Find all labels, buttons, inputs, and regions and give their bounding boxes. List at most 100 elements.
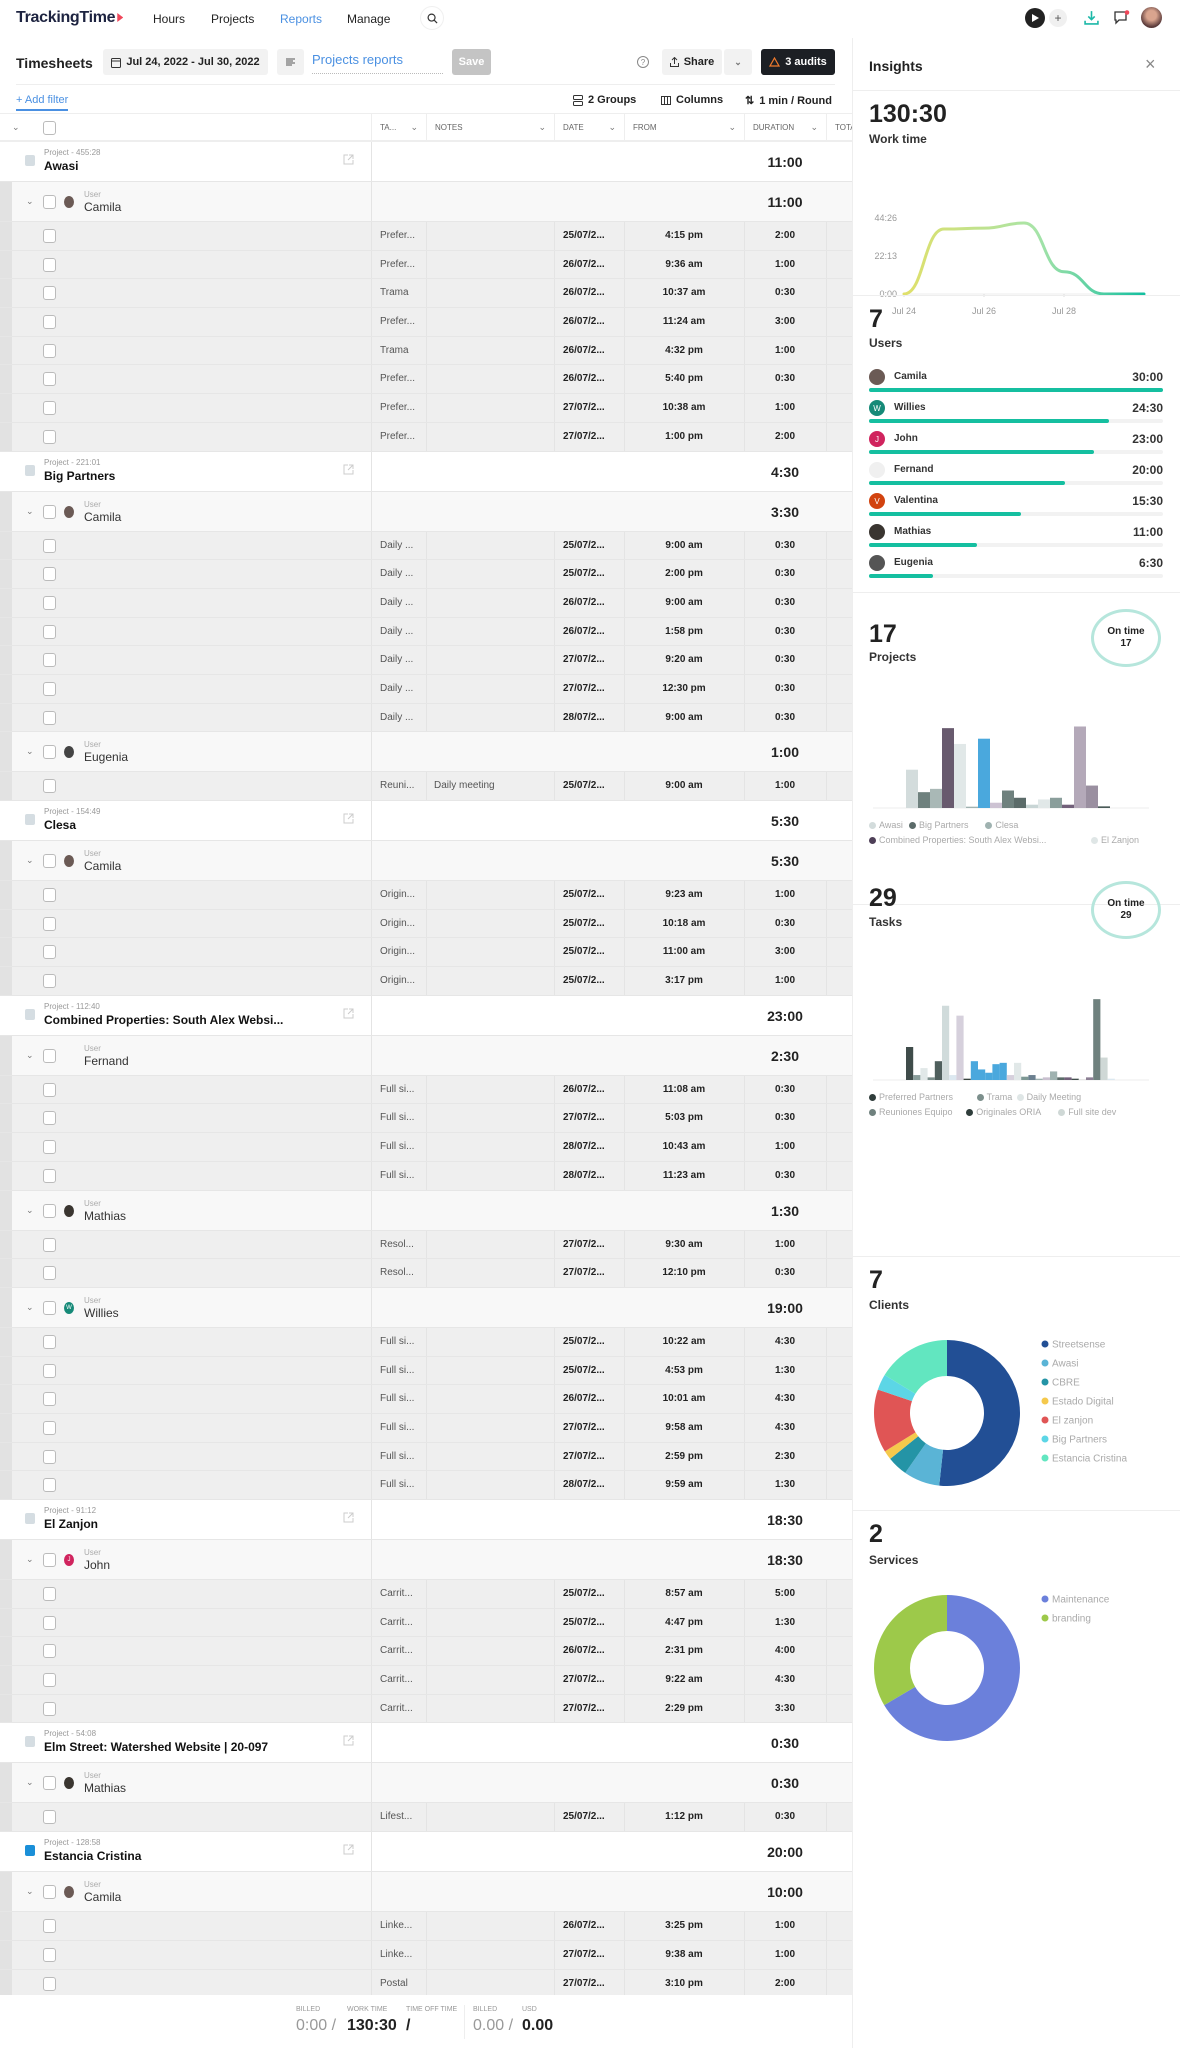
chevron-down-icon[interactable]: ⌄ [26,1204,34,1215]
user-row[interactable]: ⌄ W User Willies 19:00 [0,1287,852,1328]
help-icon[interactable]: ? [637,56,649,68]
row-checkbox[interactable] [43,567,56,582]
legend-item[interactable]: Trama [976,1092,1012,1102]
project-row[interactable]: Project - 154:49 Clesa 5:30 [0,801,852,841]
row-checkbox[interactable] [43,1392,56,1407]
entry-row[interactable]: Full si... 25/07/2... 10:22 am 4:30 [0,1327,852,1357]
user-row[interactable]: ⌄ User Eugenia 1:00 [0,732,852,773]
add-icon[interactable]: + [1049,9,1067,27]
project-row[interactable]: Project - 455:28 Awasi 11:00 [0,142,852,182]
column-header-from[interactable]: FROM ⌄ [624,114,744,141]
row-checkbox[interactable] [43,1553,56,1567]
user-row[interactable]: ⌄ User Mathias 0:30 [0,1763,852,1804]
rounding-button[interactable]: ⇅ 1 min / Round [745,94,832,108]
nav-hours[interactable]: Hours [153,12,186,26]
chevron-down-icon[interactable]: ⌄ [26,1049,34,1060]
entry-row[interactable]: Linke... 27/07/2... 9:38 am 1:00 [0,1940,852,1970]
row-checkbox[interactable] [43,315,56,330]
entry-row[interactable]: Full si... 28/07/2... 11:23 am 0:30 [0,1161,852,1191]
chevron-down-icon[interactable]: ⌄ [26,1301,34,1312]
chevron-down-icon[interactable]: ⌄ [26,1886,34,1897]
row-checkbox[interactable] [43,1168,56,1183]
row-checkbox[interactable] [43,1776,56,1791]
row-checkbox[interactable] [43,1300,56,1315]
user-row[interactable]: ⌄ User Mathias 1:30 [0,1190,852,1231]
search-icon[interactable] [420,6,444,30]
entry-row[interactable]: Prefer... 27/07/2... 1:00 pm 2:00 [0,422,852,452]
row-checkbox[interactable] [43,1048,56,1063]
entry-row[interactable]: Resol... 27/07/2... 9:30 am 1:00 [0,1230,852,1260]
row-checkbox[interactable] [43,1810,56,1825]
entry-row[interactable]: Full si... 25/07/2... 4:53 pm 1:30 [0,1356,852,1386]
audits-button[interactable]: 3 audits [761,49,835,75]
row-checkbox[interactable] [43,1363,56,1378]
entry-row[interactable]: Prefer... 27/07/2... 10:38 am 1:00 [0,394,852,423]
external-link-icon[interactable] [343,1844,355,1856]
row-checkbox[interactable] [43,286,56,301]
logo[interactable]: TrackingTime [16,9,124,27]
row-checkbox[interactable] [43,195,56,209]
download-icon[interactable] [1084,10,1099,30]
entry-row[interactable]: Linke... 26/07/2... 3:25 pm 1:00 [0,1912,852,1941]
project-row[interactable]: Project - 221:01 Big Partners 4:30 [0,451,852,492]
row-checkbox[interactable] [43,1140,56,1155]
row-checkbox[interactable] [43,779,56,794]
report-list-button[interactable] [277,49,304,75]
columns-button[interactable]: Columns [661,94,723,106]
row-checkbox[interactable] [43,1701,56,1716]
entry-row[interactable]: Postal 27/07/2... 3:10 pm 2:00 [0,1969,852,1995]
chevron-down-icon[interactable]: ⌄ [26,1777,34,1788]
row-checkbox[interactable] [43,429,56,444]
row-checkbox[interactable] [43,229,56,243]
row-checkbox[interactable] [43,401,56,416]
add-filter-button[interactable]: + Add filter [16,94,69,111]
entry-row[interactable]: Daily ... 26/07/2... 1:58 pm 0:30 [0,617,852,647]
save-button[interactable]: Save [452,49,491,75]
row-checkbox[interactable] [43,1082,56,1097]
row-checkbox[interactable] [43,1478,56,1493]
row-checkbox[interactable] [43,257,56,272]
entry-row[interactable]: Carrit... 26/07/2... 2:31 pm 4:00 [0,1637,852,1667]
project-row[interactable]: Project - 54:08 Elm Street: Watershed Web… [0,1723,852,1764]
entry-row[interactable]: Origin... 25/07/2... 10:18 am 0:30 [0,909,852,939]
user-row[interactable]: ⌄ User Camila 3:30 [0,491,852,532]
entry-row[interactable]: Prefer... 26/07/2... 9:36 am 1:00 [0,250,852,280]
row-checkbox[interactable] [43,372,56,387]
entry-row[interactable]: Prefer... 26/07/2... 11:24 am 3:00 [0,308,852,337]
entry-row[interactable]: Reuni... Daily meeting 25/07/2... 9:00 am 1:… [0,772,852,801]
legend-item[interactable]: Full site dev [1058,1107,1116,1117]
nav-reports[interactable]: Reports [280,12,323,26]
entry-row[interactable]: Origin... 25/07/2... 11:00 am 3:00 [0,938,852,968]
row-checkbox[interactable] [43,1885,56,1900]
close-icon[interactable]: × [1145,54,1156,74]
row-checkbox[interactable] [43,916,56,931]
groups-button[interactable]: 2 Groups [573,94,636,106]
entry-row[interactable]: Full si... 26/07/2... 10:01 am 4:30 [0,1385,852,1414]
chevron-down-icon[interactable]: ⌄ [26,505,34,516]
column-header-task[interactable]: TA... ⌄ [371,114,426,141]
entry-row[interactable]: Full si... 26/07/2... 11:08 am 0:30 [0,1075,852,1105]
column-header-date[interactable]: DATE ⌄ [554,114,624,141]
column-header-total[interactable]: TOTA [826,114,856,141]
nav-projects[interactable]: Projects [211,12,255,26]
legend-item[interactable]: Preferred Partners [869,1092,953,1102]
entry-row[interactable]: Carrit... 25/07/2... 8:57 am 5:00 [0,1580,852,1609]
entry-row[interactable]: Prefer... 25/07/2... 4:15 pm 2:00 [0,222,852,251]
entry-row[interactable]: Full si... 27/07/2... 5:03 pm 0:30 [0,1104,852,1134]
entry-row[interactable]: Daily ... 26/07/2... 9:00 am 0:30 [0,588,852,618]
row-checkbox[interactable] [43,1203,56,1218]
external-link-icon[interactable] [343,464,355,476]
chat-icon[interactable] [1114,10,1130,30]
row-checkbox[interactable] [43,1976,56,1991]
row-checkbox[interactable] [43,1420,56,1435]
entry-row[interactable]: Prefer... 26/07/2... 5:40 pm 0:30 [0,365,852,395]
user-avatar[interactable] [1141,7,1162,28]
legend-item[interactable]: Clesa [985,820,1018,830]
row-checkbox[interactable] [43,1266,56,1281]
entry-row[interactable]: Lifest... 25/07/2... 1:12 pm 0:30 [0,1803,852,1833]
chevron-down-icon[interactable]: ⌄ [26,196,34,206]
chevron-down-icon[interactable]: ⌄ [26,855,34,865]
legend-item[interactable]: Reuniones Equipo [869,1107,953,1117]
collapse-all-chevron-icon[interactable]: ⌄ [12,122,20,132]
entry-row[interactable]: Daily ... 28/07/2... 9:00 am 0:30 [0,703,852,733]
